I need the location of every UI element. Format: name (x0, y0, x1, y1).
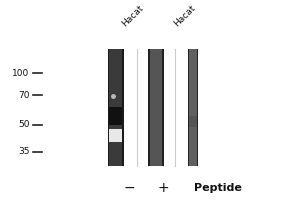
Bar (148, 49, 164, 166)
Text: Hacat: Hacat (120, 3, 145, 28)
Text: 35: 35 (18, 147, 30, 156)
Text: −: − (123, 181, 135, 195)
Bar (148, 49, 150, 166)
Text: +: + (158, 181, 169, 195)
Bar (110, 107, 122, 125)
Bar (122, 49, 124, 166)
Text: 70: 70 (18, 91, 30, 100)
Text: Hacat: Hacat (172, 3, 197, 28)
Bar (188, 49, 198, 166)
Text: 100: 100 (12, 69, 30, 78)
Bar (188, 49, 189, 166)
Text: Peptide: Peptide (194, 183, 242, 193)
Bar (197, 49, 198, 166)
Bar (108, 49, 124, 166)
Bar (189, 116, 197, 127)
Bar (110, 129, 122, 142)
Bar (162, 49, 164, 166)
Bar (108, 49, 109, 166)
Text: 50: 50 (18, 120, 30, 129)
